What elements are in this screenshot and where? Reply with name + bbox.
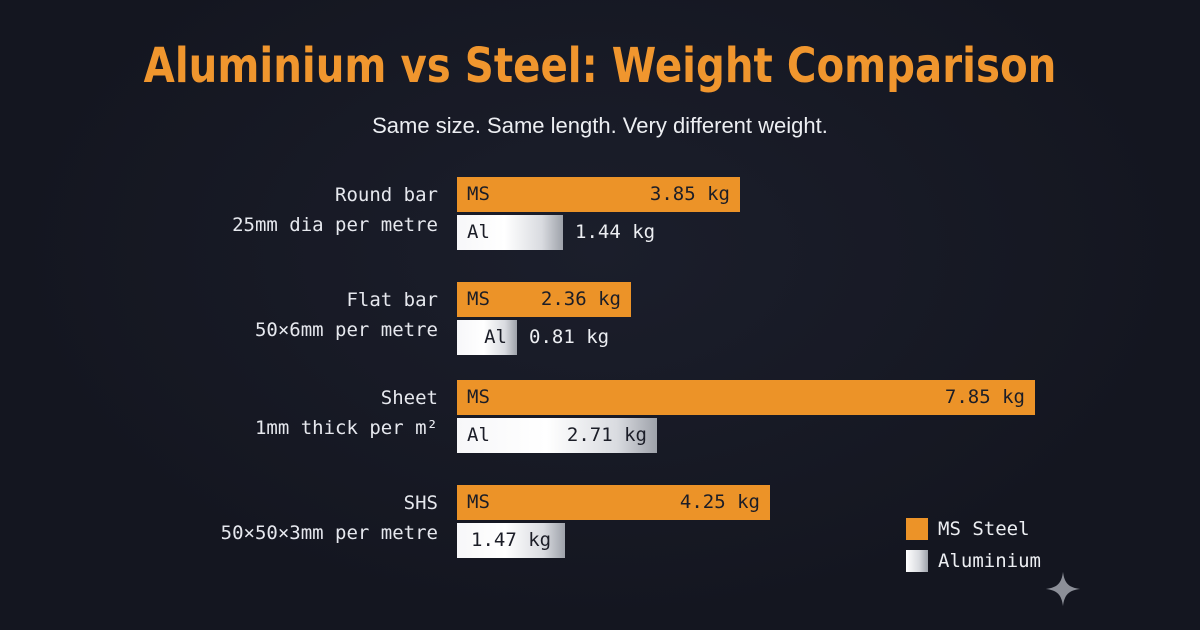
bar-value-label: 1.44 kg (575, 221, 656, 243)
bar-value-label: 2.71 kg (566, 424, 647, 446)
legend-swatch-aluminium (906, 550, 928, 572)
category-label-line1: Flat bar (346, 289, 438, 311)
legend-item-aluminium: Aluminium (906, 544, 1106, 574)
category-label: Flat bar 50×6mm per metre (255, 285, 438, 345)
category-label-line2: 25mm dia per metre (232, 214, 438, 236)
bar-series-tag: Al (484, 326, 507, 348)
category-label-line2: 50×6mm per metre (254, 319, 438, 341)
chart-subtitle: Same size. Same length. Very different w… (372, 113, 828, 138)
legend-label-ms-steel: MS Steel (938, 518, 1030, 540)
bar-aluminium: Al (457, 320, 517, 355)
category-label-line1: SHS (403, 492, 438, 514)
bar-ms-steel: MS 3.85 kg (457, 177, 740, 212)
legend-label-aluminium: Aluminium (938, 550, 1041, 572)
category-label: Round bar 25mm dia per metre (232, 180, 438, 240)
legend: MS Steel Aluminium (906, 512, 1106, 576)
bar-series-tag: Al (467, 221, 490, 243)
bar-value-label: 3.85 kg (649, 183, 730, 205)
bar-aluminium: Al 2.71 kg (457, 418, 657, 453)
bar-value-label: 2.36 kg (540, 288, 621, 310)
bar-series-tag: MS (467, 288, 490, 310)
category-label-line1: Sheet (380, 387, 438, 409)
category-label-line2: 1mm thick per m² (254, 417, 438, 439)
bar-ms-steel: MS 7.85 kg (457, 380, 1035, 415)
legend-item-ms-steel: MS Steel (906, 512, 1106, 542)
bar-ms-steel: MS 4.25 kg (457, 485, 770, 520)
bar-series-tag: MS (467, 386, 490, 408)
bar-ms-steel: MS 2.36 kg (457, 282, 631, 317)
bar-series-tag: Al (467, 424, 490, 446)
legend-swatch-ms-steel (906, 518, 928, 540)
bar-value-label: 0.81 kg (529, 326, 610, 348)
chart-title: Aluminium vs Steel: Weight Comparison (143, 38, 1057, 94)
sparkle-icon (1045, 571, 1081, 607)
bar-series-tag: MS (467, 183, 490, 205)
category-label-line2: 50×50×3mm per metre (220, 522, 438, 544)
bar-aluminium: 1.47 kg (457, 523, 565, 558)
category-label: Sheet 1mm thick per m² (255, 383, 438, 443)
bar-value-label: 1.47 kg (471, 529, 552, 551)
bar-aluminium: Al (457, 215, 563, 250)
category-label: SHS 50×50×3mm per metre (221, 488, 438, 548)
category-label-line1: Round bar (335, 184, 438, 206)
bar-value-label: 7.85 kg (944, 386, 1025, 408)
bar-value-label: 4.25 kg (679, 491, 760, 513)
bar-series-tag: MS (467, 491, 490, 513)
